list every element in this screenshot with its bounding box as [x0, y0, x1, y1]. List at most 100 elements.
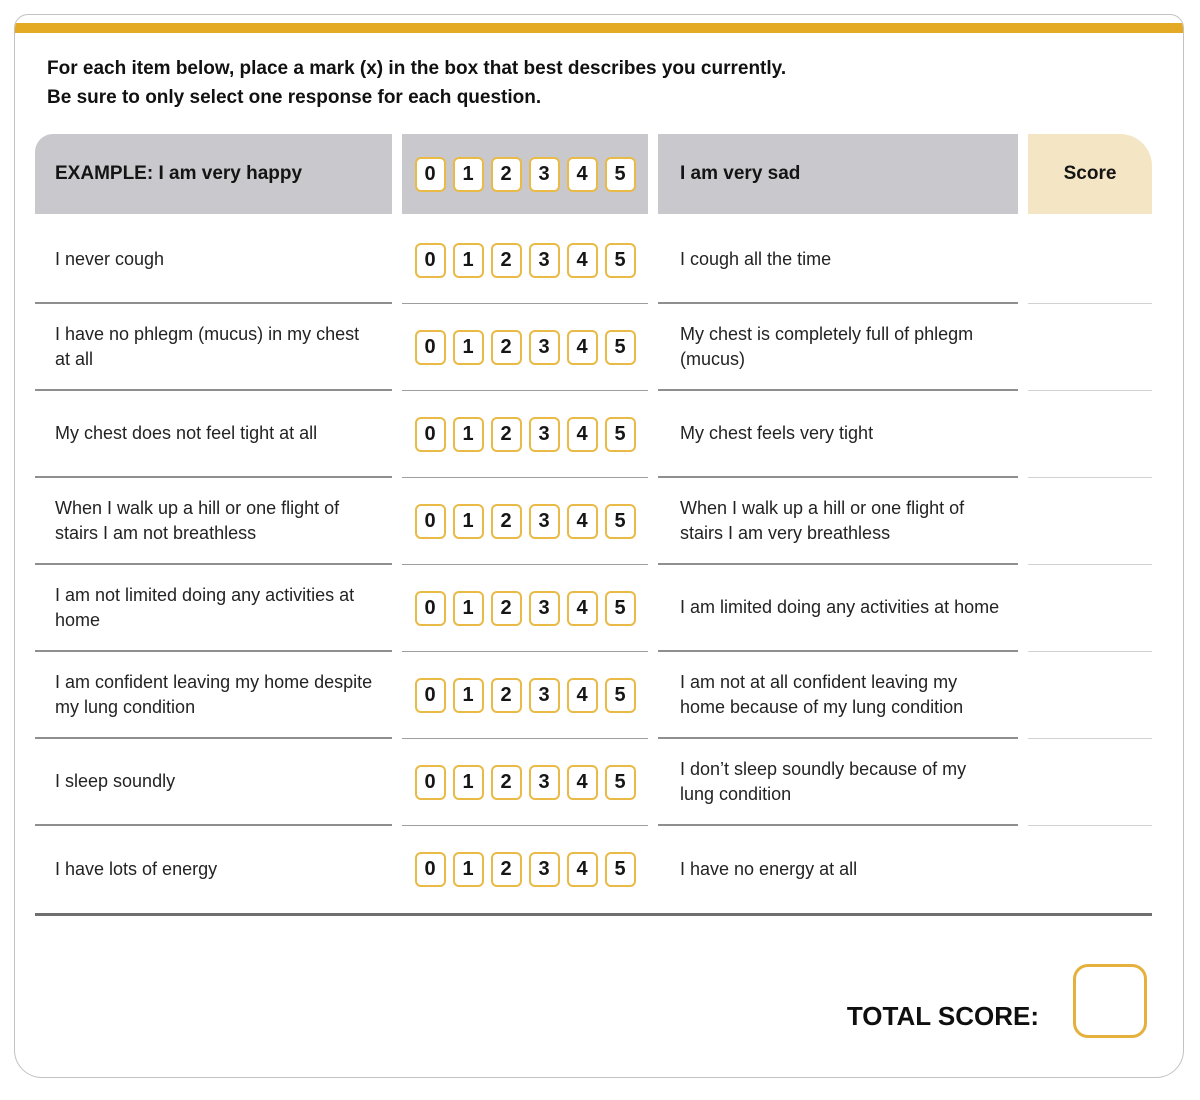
scale-box-4[interactable]: 4 [566, 677, 598, 713]
scale-box-1[interactable]: 1 [452, 156, 484, 192]
scale-box-2[interactable]: 2 [490, 852, 522, 887]
scale-box-1[interactable]: 1 [452, 590, 484, 626]
scale-box-5[interactable]: 5 [604, 156, 636, 192]
statement-left: When I walk up a hill or one flight of s… [35, 478, 392, 565]
scale-box-2[interactable]: 2 [490, 329, 522, 365]
score-cell[interactable] [1028, 565, 1152, 652]
scale-box-5[interactable]: 5 [604, 503, 636, 539]
scale-box-2[interactable]: 2 [490, 503, 522, 539]
header-example-left: EXAMPLE: I am very happy [35, 134, 392, 214]
scale-box-3[interactable]: 3 [528, 242, 560, 278]
score-cell[interactable] [1028, 826, 1152, 913]
scale-box-3[interactable]: 3 [528, 416, 560, 452]
score-cell[interactable] [1028, 652, 1152, 739]
statement-left: I have lots of energy [55, 859, 218, 879]
statement-right: I don’t sleep soundly because of my lung… [658, 739, 1018, 826]
scale-box-4[interactable]: 4 [566, 156, 598, 192]
total-score-box[interactable] [1073, 964, 1147, 1038]
statement-left: I sleep soundly [35, 739, 392, 826]
scale-box-0[interactable]: 0 [414, 590, 446, 626]
statement-left: I have no phlegm (mucus) in my chest at … [35, 304, 392, 391]
score-cell[interactable] [1028, 739, 1152, 826]
statement-right: I cough all the time [658, 217, 1018, 304]
scale-box-3[interactable]: 3 [528, 852, 560, 887]
scale-box-4[interactable]: 4 [566, 416, 598, 452]
scale-box-0[interactable]: 0 [414, 329, 446, 365]
scale-box-0[interactable]: 0 [414, 677, 446, 713]
scale-box-4[interactable]: 4 [566, 764, 598, 800]
scale-box-5[interactable]: 5 [604, 852, 636, 887]
scale-box-4[interactable]: 4 [566, 590, 598, 626]
scale-box-3[interactable]: 3 [528, 764, 560, 800]
scale-box-5[interactable]: 5 [604, 329, 636, 365]
statement-right: I have no energy at all [680, 859, 858, 879]
scale-box-4[interactable]: 4 [566, 242, 598, 278]
scale-box-3[interactable]: 3 [528, 590, 560, 626]
scale-box-5[interactable]: 5 [604, 590, 636, 626]
questionnaire-card: For each item below, place a mark (x) in… [14, 14, 1184, 1078]
scale-box-0[interactable]: 0 [414, 852, 446, 887]
table-row: When I walk up a hill or one flight of s… [35, 478, 1163, 565]
table-row: I am confident leaving my home despite m… [35, 652, 1163, 739]
scale-box-2[interactable]: 2 [490, 764, 522, 800]
statement-left: My chest does not feel tight at all [35, 391, 392, 478]
score-cell[interactable] [1028, 478, 1152, 565]
score-cell[interactable] [1028, 391, 1152, 478]
scale-box-2[interactable]: 2 [490, 416, 522, 452]
scale-box-5[interactable]: 5 [604, 764, 636, 800]
scale-box-1[interactable]: 1 [452, 677, 484, 713]
scale-box-0[interactable]: 0 [414, 764, 446, 800]
scale-box-2[interactable]: 2 [490, 590, 522, 626]
scale-box-1[interactable]: 1 [452, 242, 484, 278]
total-score-row: TOTAL SCORE: [15, 964, 1147, 1038]
scale-box-4[interactable]: 4 [566, 329, 598, 365]
scale-box-0[interactable]: 0 [414, 242, 446, 278]
scale-box-2[interactable]: 2 [490, 242, 522, 278]
scale-box-1[interactable]: 1 [452, 416, 484, 452]
scale-box-5[interactable]: 5 [604, 242, 636, 278]
scale-box-1[interactable]: 1 [452, 503, 484, 539]
scale-box-0[interactable]: 0 [414, 503, 446, 539]
scale-box-0[interactable]: 0 [414, 156, 446, 192]
header-score: Score [1028, 134, 1152, 214]
scale-box-1[interactable]: 1 [452, 852, 484, 887]
scale-box-4[interactable]: 4 [566, 852, 598, 887]
scale-box-1[interactable]: 1 [452, 764, 484, 800]
scale-box-5[interactable]: 5 [604, 677, 636, 713]
statement-left: I never cough [35, 217, 392, 304]
scale-box-5[interactable]: 5 [604, 416, 636, 452]
scale-box-3[interactable]: 3 [528, 156, 560, 192]
scale-box-4[interactable]: 4 [566, 503, 598, 539]
table-row: I have no phlegm (mucus) in my chest at … [35, 304, 1163, 391]
scale-box-2[interactable]: 2 [490, 156, 522, 192]
statement-left: I am confident leaving my home despite m… [35, 652, 392, 739]
scale-box-1[interactable]: 1 [452, 329, 484, 365]
instructions-line1: For each item below, place a mark (x) in… [47, 58, 787, 79]
instructions: For each item below, place a mark (x) in… [47, 54, 1151, 112]
scale-box-2[interactable]: 2 [490, 677, 522, 713]
statement-left: I am not limited doing any activities at… [35, 565, 392, 652]
scale-box-3[interactable]: 3 [528, 329, 560, 365]
scale-box-3[interactable]: 3 [528, 503, 560, 539]
score-cell[interactable] [1028, 304, 1152, 391]
instructions-line2: Be sure to only select one response for … [47, 87, 542, 108]
score-cell[interactable] [1028, 217, 1152, 304]
scale-box-0[interactable]: 0 [414, 416, 446, 452]
scale-box-3[interactable]: 3 [528, 677, 560, 713]
